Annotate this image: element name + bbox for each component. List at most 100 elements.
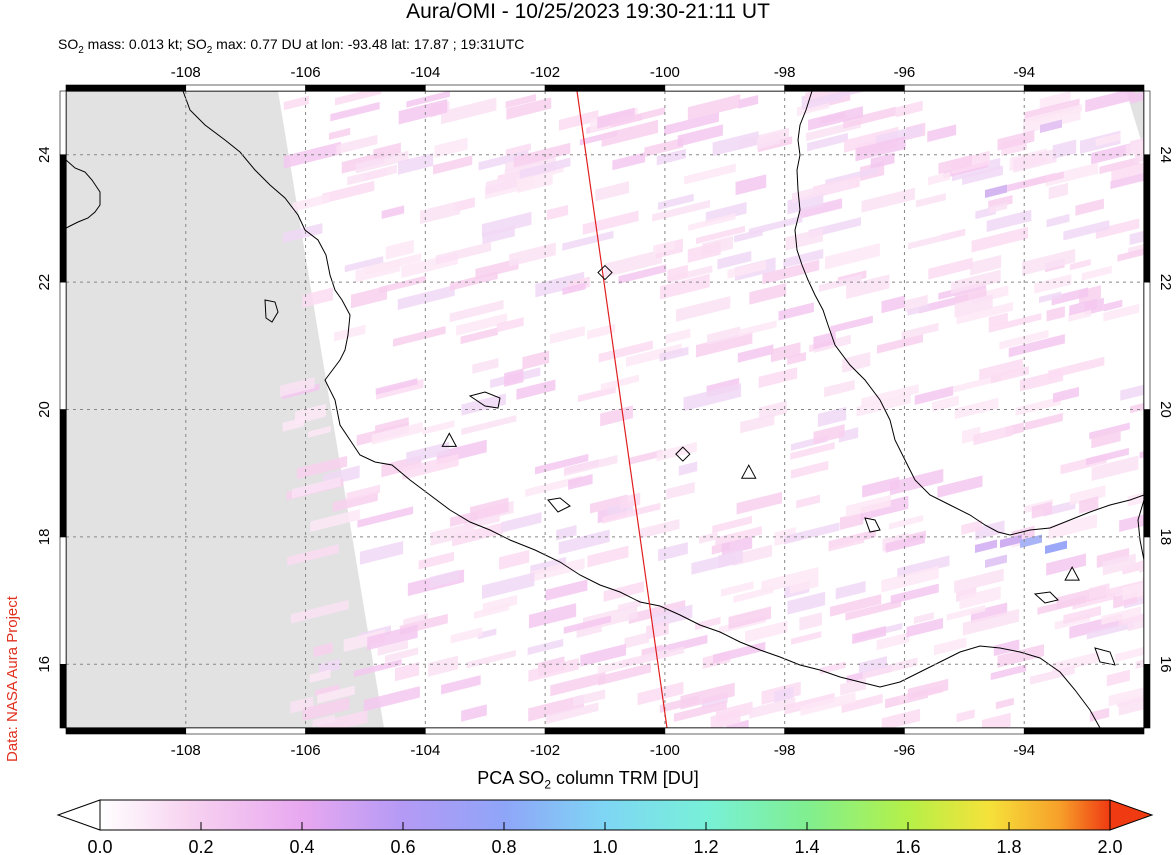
bottom-lon-tick-label: -108 (171, 742, 201, 759)
so2-pixel (355, 258, 401, 283)
so2-pixel (449, 271, 498, 291)
so2-pixel (973, 425, 1013, 446)
so2-pixel (371, 421, 423, 445)
so2-pixel (790, 460, 829, 479)
so2-max-text: max: 0.77 DU at lon: -93.48 lat: 17.87 ;… (212, 36, 525, 52)
bottom-lon-tick-label: -102 (530, 742, 560, 759)
so2-pixel (846, 274, 890, 300)
so2-pixel (825, 91, 864, 102)
so2-pixel (307, 425, 331, 438)
so2-pixel (434, 137, 468, 158)
so2-pixel (600, 405, 633, 427)
top-lon-tick-label: -100 (650, 64, 680, 81)
so2-pixel (598, 663, 652, 686)
colorbar-under-arrow (56, 799, 101, 831)
so2-pixel (1128, 580, 1144, 602)
so2-pixel (1086, 447, 1129, 466)
so2-pixel (595, 181, 629, 202)
so2-pixel (328, 127, 351, 141)
so2-pixel (587, 545, 629, 568)
so2-pixel (628, 599, 686, 624)
so2-pixel (707, 326, 741, 345)
so2-pixel (1111, 159, 1144, 182)
right-lat-tick-label: 24 (1157, 146, 1174, 163)
so2-pixel (1117, 242, 1144, 262)
so2-pixel (990, 366, 1029, 384)
lake-small-2 (864, 517, 881, 533)
map-layers (66, 91, 1144, 728)
so2-pixel (318, 658, 341, 675)
so2-subscript-2: 2 (206, 44, 213, 56)
so2-pixel (283, 95, 309, 111)
so2-pixel (385, 239, 414, 260)
so2-pixel (646, 620, 669, 640)
so2-pixel (825, 243, 880, 270)
colorbar-tick-label: 2.0 (1097, 837, 1122, 855)
so2-pixel-elevated (1045, 540, 1067, 554)
so2-pixel (587, 323, 616, 340)
so2-pixel (509, 242, 556, 267)
so2-pixel (393, 325, 446, 347)
so2-pixel (959, 586, 1001, 610)
top-border-bar (425, 84, 546, 92)
so2-pixel (830, 315, 873, 334)
so2-pixel (482, 572, 535, 599)
so2-pixel (687, 94, 741, 121)
so2-pixel (418, 551, 454, 570)
so2-pixel (995, 697, 1014, 710)
so2-pixel (805, 91, 859, 101)
so2-pixel (1046, 553, 1086, 576)
top-border-bar (544, 84, 666, 92)
so2-pixel (460, 327, 498, 345)
so2-pixel (385, 647, 419, 663)
so2-pixel (322, 180, 375, 204)
so2-pixel (433, 155, 473, 175)
coastline-baja (66, 159, 101, 229)
so2-pixel (597, 107, 635, 129)
colorbar-ticks: 0.0 0.2 0.4 0.6 0.8 1.0 1.2 1.4 1.6 1.8 2.0 (87, 822, 1123, 855)
so2-pixel (787, 591, 826, 615)
so2-pixel (961, 519, 983, 536)
so2-pixel (897, 555, 950, 579)
so2-pixel (677, 124, 723, 147)
so2-pixel (954, 568, 1004, 594)
so2-pixel (466, 649, 516, 669)
so2-pixel (296, 455, 348, 479)
so2-pixel (450, 627, 483, 644)
so2-pixel (1069, 298, 1097, 316)
so2-pixel (603, 581, 644, 602)
so2-pixel (676, 295, 731, 322)
so2-pixel (1034, 274, 1072, 294)
so2-pixel (1122, 554, 1144, 575)
colorbar-tick-label: 0.4 (289, 837, 314, 855)
so2-pixel (332, 491, 378, 512)
so2-pixel (1118, 605, 1144, 627)
so2-pixel (1106, 669, 1130, 687)
so2-pixel (890, 583, 939, 605)
so2-pixel (664, 112, 720, 136)
so2-pixel (1046, 213, 1070, 228)
right-border-bar (1143, 154, 1151, 283)
so2-pixel (287, 544, 339, 566)
so2-pixel (684, 163, 736, 185)
so2-pixel (720, 581, 754, 597)
so2-pixel (756, 132, 781, 150)
so2-pixel (938, 154, 972, 175)
so2-pixel (611, 107, 666, 128)
so2-pixel (913, 612, 934, 625)
so2-pixel (659, 346, 689, 362)
so2-pixel (525, 475, 582, 497)
so2-pixel (344, 256, 384, 273)
so2-pixel (505, 94, 537, 109)
colorbar-tick-label: 1.4 (794, 837, 819, 855)
so2-pixel (696, 225, 745, 245)
so2-pixel (1052, 386, 1079, 403)
so2-pixel (456, 313, 508, 336)
so2-pixel (907, 304, 930, 316)
bottom-lon-tick-label: -100 (650, 742, 680, 759)
so2-pixel (927, 124, 957, 143)
so2-pixel (933, 637, 967, 656)
colorbar-tick-label: 1.8 (996, 837, 1021, 855)
so2-pixel (1103, 299, 1123, 312)
